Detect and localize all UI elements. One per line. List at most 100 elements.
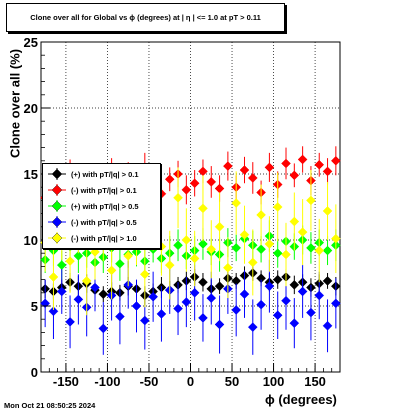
legend-marker-svg bbox=[48, 184, 66, 196]
data-point bbox=[223, 262, 233, 273]
data-points bbox=[40, 146, 341, 355]
data-point bbox=[131, 301, 142, 311]
legend-marker-2 bbox=[43, 198, 71, 214]
data-point bbox=[322, 166, 333, 177]
data-point bbox=[189, 178, 200, 189]
data-point bbox=[214, 319, 225, 330]
data-point bbox=[231, 243, 242, 253]
data-point bbox=[73, 250, 84, 261]
y-tick-label: 5 bbox=[31, 299, 38, 314]
data-point bbox=[173, 303, 183, 314]
data-point bbox=[256, 299, 266, 310]
data-point bbox=[106, 265, 117, 276]
data-point bbox=[181, 235, 192, 245]
data-point bbox=[173, 192, 183, 203]
legend-diamond bbox=[51, 184, 63, 196]
y-tick-label: 25 bbox=[24, 35, 38, 50]
data-point bbox=[48, 272, 59, 282]
data-point bbox=[247, 173, 258, 183]
data-point bbox=[198, 277, 208, 288]
data-point bbox=[330, 155, 341, 166]
data-point bbox=[164, 260, 175, 270]
data-point bbox=[156, 309, 167, 319]
x-tick-label: -100 bbox=[94, 374, 120, 389]
data-point bbox=[56, 286, 67, 297]
data-point bbox=[214, 221, 225, 232]
data-point bbox=[223, 161, 233, 171]
data-point bbox=[322, 206, 333, 216]
data-point bbox=[264, 239, 275, 249]
y-tick-label: 15 bbox=[24, 167, 38, 182]
legend-label: (+) with pT/|q| > 0.5 bbox=[71, 201, 139, 211]
x-tick-label: 50 bbox=[225, 374, 239, 389]
legend-marker-0 bbox=[43, 166, 71, 182]
data-point bbox=[189, 253, 200, 264]
data-point bbox=[90, 282, 100, 293]
legend-diamond bbox=[51, 200, 63, 212]
legend-marker-svg bbox=[48, 168, 66, 180]
x-tick-label: 150 bbox=[304, 374, 326, 389]
data-point bbox=[322, 320, 333, 331]
data-point bbox=[297, 227, 308, 237]
series-3 bbox=[40, 259, 341, 355]
legend-marker-svg bbox=[48, 232, 66, 244]
data-point bbox=[272, 310, 283, 321]
x-tick-label: 100 bbox=[263, 374, 285, 389]
legend-entry: (-) with pT/|q| > 0.5 bbox=[43, 214, 137, 230]
data-point bbox=[306, 195, 316, 206]
legend-diamond bbox=[51, 168, 63, 180]
axes: -150 -100 -50 0 50 100 150 0 5 10 15 20 25 bbox=[24, 35, 341, 389]
data-point bbox=[314, 245, 325, 256]
data-point bbox=[264, 281, 275, 292]
data-point bbox=[289, 280, 300, 290]
data-point bbox=[314, 159, 325, 170]
data-point bbox=[48, 306, 59, 317]
data-point bbox=[306, 243, 316, 253]
data-point bbox=[272, 202, 283, 212]
data-point bbox=[189, 287, 200, 298]
legend: (+) with pT/|q| > 0.1 (-) with pT/|q| > … bbox=[42, 163, 161, 249]
data-point bbox=[256, 210, 266, 220]
data-point bbox=[123, 250, 134, 261]
data-point bbox=[164, 174, 175, 185]
data-point bbox=[297, 286, 308, 297]
legend-diamond bbox=[51, 232, 63, 244]
legend-marker-svg bbox=[48, 216, 66, 228]
data-point bbox=[115, 311, 125, 322]
data-point bbox=[247, 322, 258, 332]
data-point bbox=[289, 318, 300, 329]
data-point bbox=[239, 165, 250, 175]
data-point bbox=[330, 298, 341, 309]
legend-marker-1 bbox=[43, 182, 71, 198]
data-point bbox=[330, 233, 341, 244]
data-point bbox=[206, 244, 217, 255]
data-point bbox=[173, 240, 183, 251]
data-point bbox=[98, 323, 109, 334]
data-point bbox=[65, 256, 75, 266]
y-tick-label: 20 bbox=[24, 101, 38, 116]
x-tick-label: -150 bbox=[53, 374, 79, 389]
legend-label: (-) with pT/|q| > 0.5 bbox=[71, 217, 137, 227]
data-point bbox=[264, 162, 275, 173]
data-point bbox=[281, 249, 291, 260]
data-point bbox=[231, 305, 242, 315]
data-point bbox=[206, 293, 217, 303]
y-tick-label: 0 bbox=[31, 365, 38, 380]
data-point bbox=[198, 203, 208, 214]
data-point bbox=[322, 245, 333, 256]
data-point bbox=[289, 170, 300, 181]
legend-entry: (+) with pT/|q| > 0.1 bbox=[43, 166, 139, 182]
data-point bbox=[81, 276, 92, 286]
data-point bbox=[181, 184, 192, 195]
data-point bbox=[256, 244, 266, 255]
legend-marker-3 bbox=[43, 214, 71, 230]
x-tick-label: 0 bbox=[187, 374, 194, 389]
data-point bbox=[322, 276, 333, 286]
data-point bbox=[281, 295, 291, 306]
data-point bbox=[272, 274, 283, 285]
data-point bbox=[206, 177, 217, 187]
data-point bbox=[198, 239, 208, 249]
legend-diamond bbox=[51, 216, 63, 228]
data-point bbox=[247, 257, 258, 268]
y-tick-label: 10 bbox=[24, 233, 38, 248]
